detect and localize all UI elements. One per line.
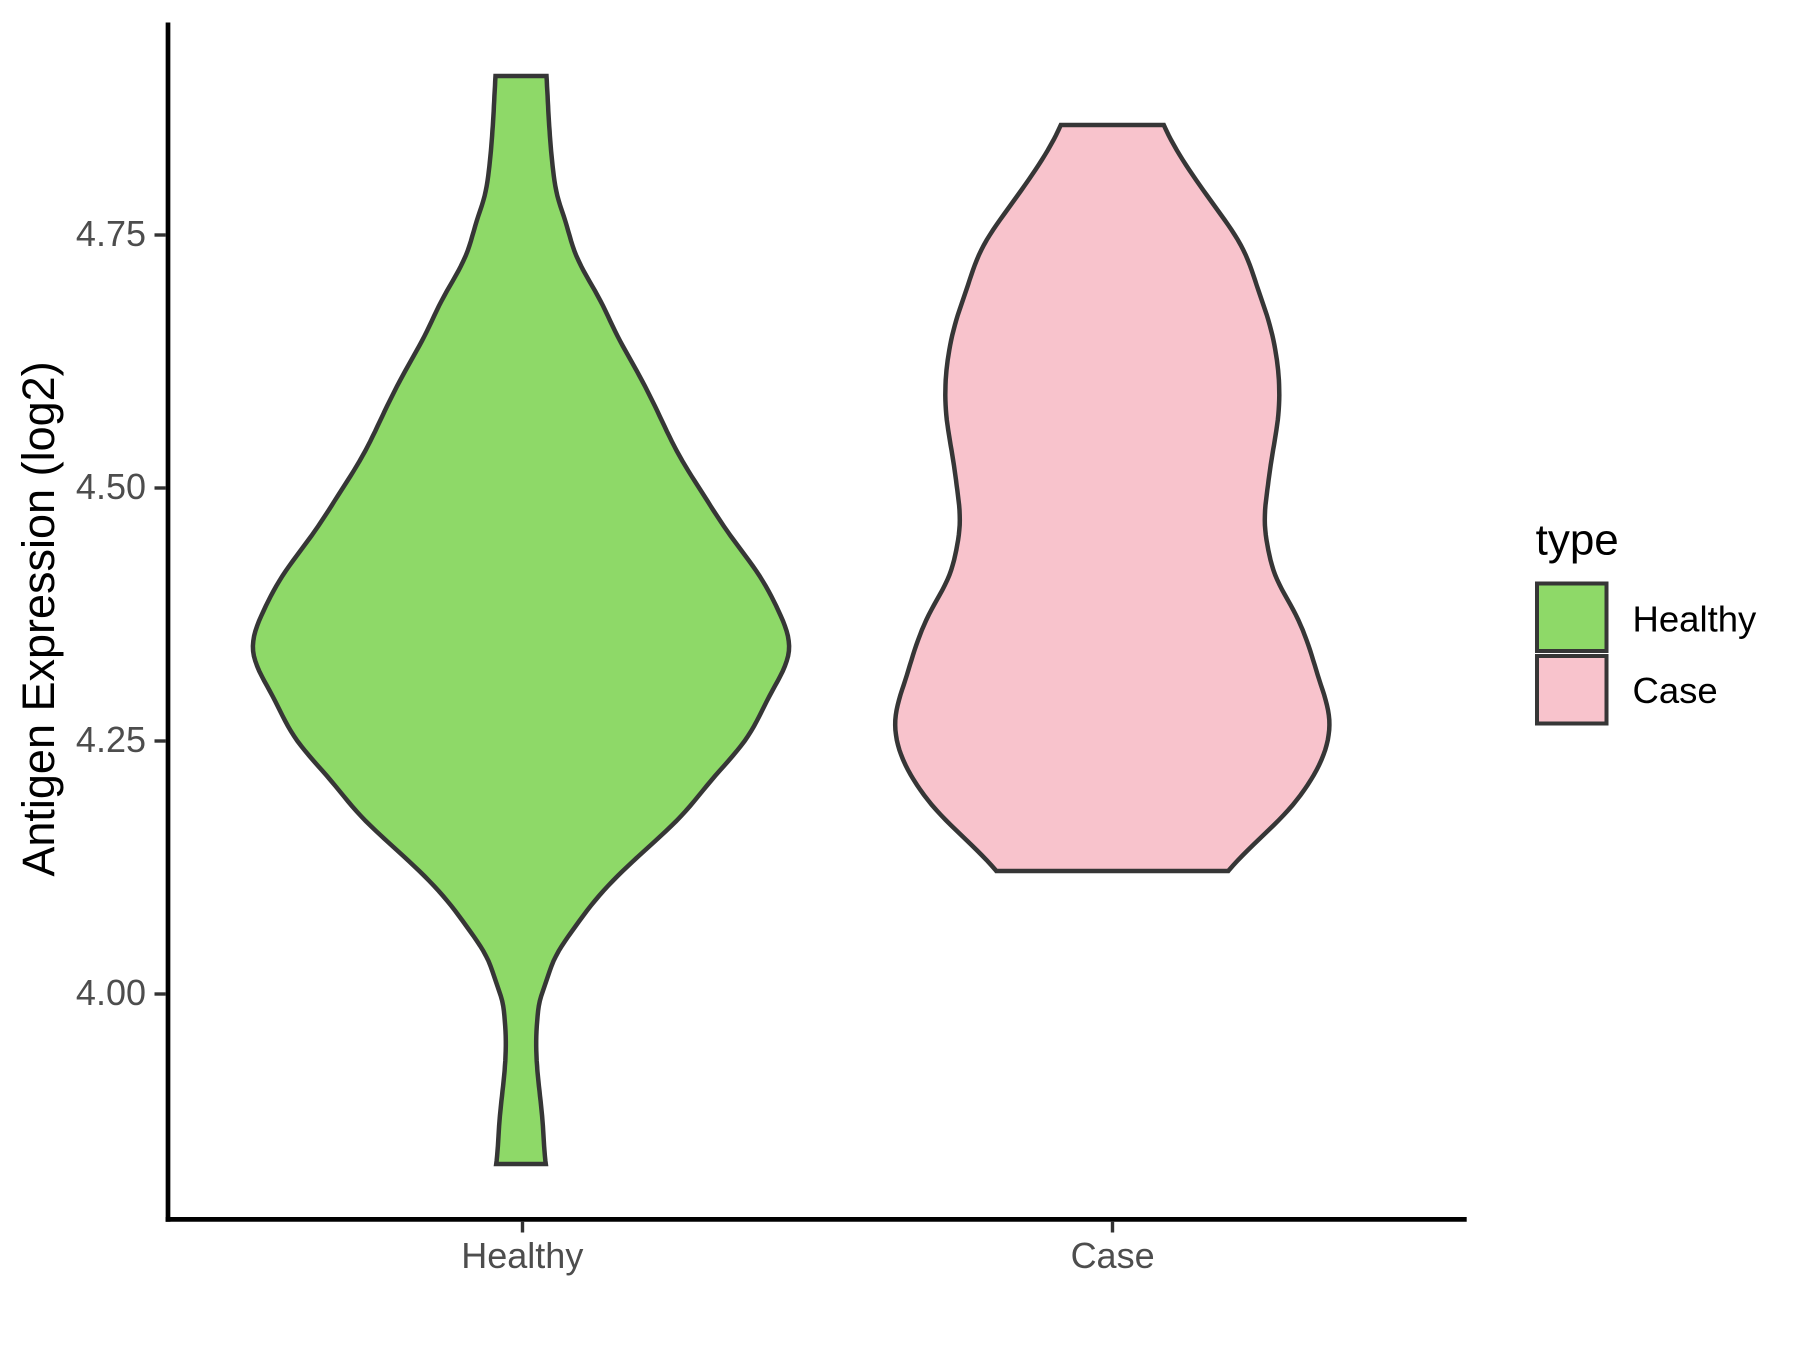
svg-text:4.75: 4.75 [76,213,146,254]
svg-text:Healthy: Healthy [461,1235,583,1276]
svg-text:Healthy: Healthy [1633,598,1758,639]
svg-text:Case: Case [1633,670,1718,711]
svg-text:4.50: 4.50 [76,466,146,507]
svg-text:Antigen Expression (log2): Antigen Expression (log2) [13,361,64,876]
svg-text:Case: Case [1071,1235,1155,1276]
svg-text:4.25: 4.25 [76,719,146,760]
svg-text:4.00: 4.00 [76,972,146,1013]
svg-text:type: type [1536,515,1619,564]
